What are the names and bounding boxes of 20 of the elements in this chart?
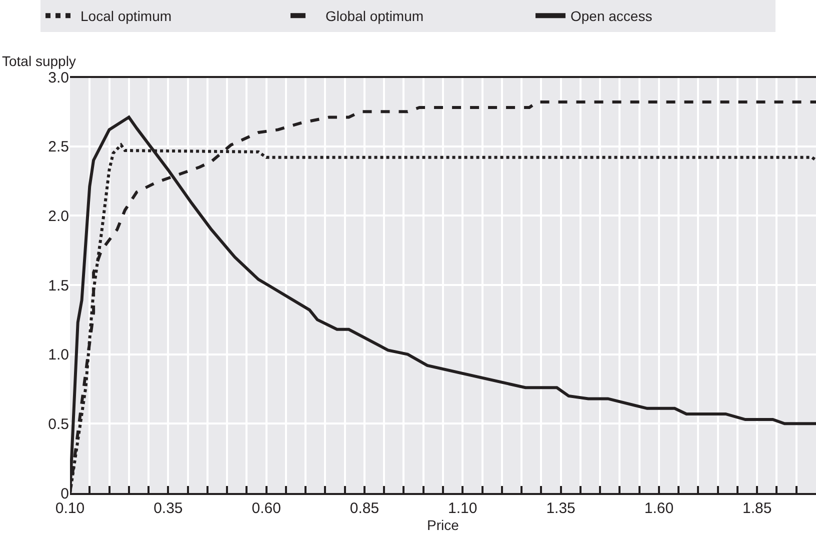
y-tick-label: 2.0 <box>48 208 69 225</box>
y-tick-label: 0.5 <box>48 416 69 433</box>
y-tick-label: 1.0 <box>48 346 69 364</box>
legend-label: Local optimum <box>80 8 172 24</box>
x-tick-label: 0.85 <box>350 500 380 517</box>
x-tick-label: 0.35 <box>154 500 183 517</box>
legend-label: Global optimum <box>326 8 424 24</box>
x-tick-label: 1.35 <box>546 500 576 517</box>
x-axis-title: Price <box>427 517 460 533</box>
y-tick-label: 0 <box>60 485 69 502</box>
x-tick-label: 1.85 <box>742 500 772 517</box>
x-tick-label: 0.10 <box>55 500 85 517</box>
y-tick-label: 1.5 <box>48 277 69 294</box>
y-axis-title: Total supply <box>2 53 76 69</box>
legend-label: Open access <box>570 8 652 24</box>
x-tick-label: 1.10 <box>448 500 478 517</box>
x-tick-label: 1.60 <box>644 500 674 517</box>
y-tick-label: 2.5 <box>48 138 69 156</box>
y-tick-label: 3.0 <box>48 69 69 86</box>
x-tick-label: 0.60 <box>252 500 281 517</box>
